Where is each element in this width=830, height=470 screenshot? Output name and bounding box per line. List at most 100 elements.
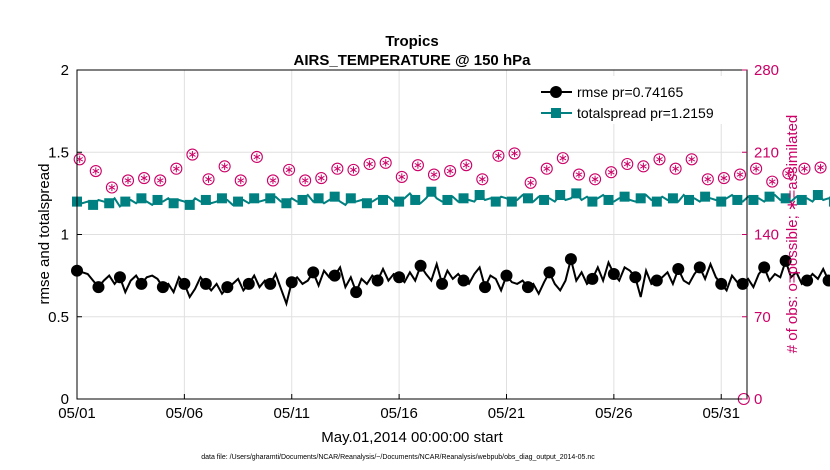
obs-point-star [430,172,438,177]
obs-point-star [382,160,390,166]
obs-point-star [446,168,454,174]
totalspread-point [522,193,533,204]
obs-point-circle [621,157,634,171]
obs-point [250,150,263,163]
rmse-point [178,277,191,290]
x-tick-label: 05/31 [702,405,740,422]
rmse-point [436,277,449,290]
totalspread-point [651,196,662,207]
totalspread-point [184,199,195,210]
obs-point-circle [460,159,473,172]
obs-point [572,168,586,181]
y-axis-left: 0 0.5 1 1.5 2 [48,62,82,408]
totalspread-point [748,194,759,205]
obs-point [170,162,183,175]
rmse-point [607,267,620,280]
obs-point-star [607,169,615,175]
obs-point-circle [283,163,296,176]
x-axis-label: May.01,2014 00:00:00 start [321,429,503,446]
obs-point [524,176,537,189]
obs-point [621,157,634,171]
rmse-point [543,266,556,279]
rmse-point [156,281,169,294]
obs-point [540,162,553,175]
obs-point [395,170,408,183]
obs-point-circle [701,173,714,186]
obs-point [315,172,328,185]
chart-title: Tropics [385,33,438,50]
obs-point-circle [653,153,666,166]
rmse-point [221,281,234,294]
obs-point [444,165,457,178]
rmse-series [71,253,830,308]
obs-point-star [253,154,261,160]
x-tick-label: 05/21 [488,405,526,422]
obs-point-star [736,172,744,177]
obs-point-circle [202,173,215,186]
x-tick-label: 05/16 [380,405,418,422]
obs-point [138,172,151,185]
obs-point-circle [782,167,795,180]
obs-point [750,162,763,175]
y2-axis-label: # of obs: o=possible; ∗=assimilated [784,115,801,354]
obs-point-circle [572,168,586,181]
obs-point-circle [427,168,441,181]
obs-point [73,153,86,166]
y2-tick-label: 70 [754,309,771,326]
y2-tick-label: 0 [754,391,762,408]
obs-point [234,174,247,187]
obs-point-circle [685,153,698,166]
obs-point-star [720,175,728,181]
chart-subtitle: AIRS_TEMPERATURE @ 150 hPa [294,52,532,69]
obs-point [331,162,344,175]
obs-point-star [76,157,84,162]
obs-point [733,168,747,181]
totalspread-point [828,196,830,207]
totalspread-point [168,198,179,209]
obs-point [492,149,505,162]
obs-point-circle [250,150,263,163]
obs-point-star [462,162,470,168]
obs-point [766,175,779,188]
y2-tick-label: 210 [754,144,779,161]
obs-point [379,156,392,169]
obs-point [105,181,118,194]
obs-point [669,162,682,175]
obs-point-star [366,161,373,167]
obs-point-star [124,178,132,183]
rmse-point [521,281,534,294]
totalspread-point [667,193,678,204]
obs-point [299,174,312,187]
obs-point-circle [395,170,408,183]
obs-point [556,152,569,165]
obs-point [476,173,489,186]
obs-point-circle [121,174,135,187]
totalspread-point [474,190,485,201]
totalspread-point [200,194,211,205]
obs-point [460,159,473,172]
obs-point-circle [492,149,505,162]
obs-point-circle [589,173,602,186]
obs-point [202,173,215,186]
obs-point [121,174,135,187]
obs-point-star [672,166,679,171]
obs-point-star [317,175,325,181]
legend-rmse-marker [550,86,562,98]
totalspread-point [603,194,614,205]
obs-point-star [269,178,277,183]
rmse-point [328,269,341,282]
obs-point-star [817,165,824,170]
obs-point [363,157,376,171]
rmse-point [113,271,126,284]
totalspread-point [442,194,453,205]
rmse-point [457,274,470,287]
obs-point-star [527,180,535,186]
rmse-point [736,277,749,290]
totalspread-point [233,196,244,207]
y-tick-label: 1.5 [48,144,69,161]
obs-point-circle [89,165,102,178]
rmse-point [822,274,830,287]
obs-point [218,160,231,173]
totalspread-point [378,194,389,205]
